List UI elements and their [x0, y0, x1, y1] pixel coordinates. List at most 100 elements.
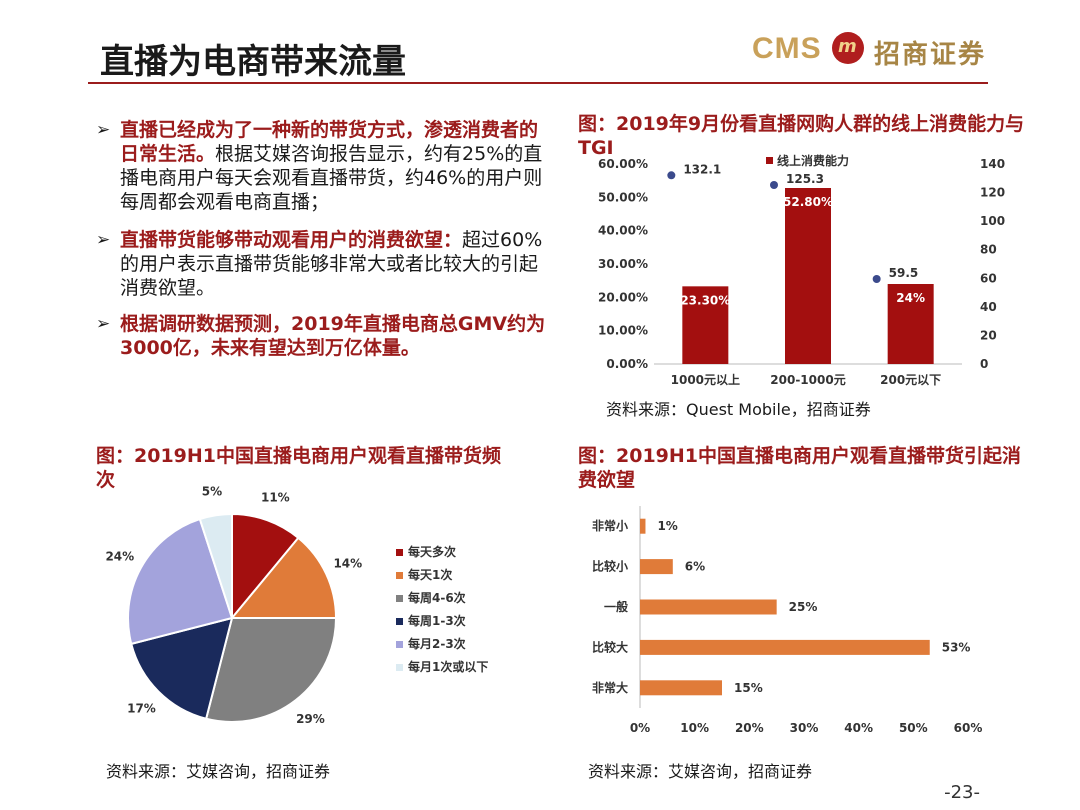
tgi-point — [667, 171, 676, 180]
y-tick-label: 0.00% — [606, 357, 648, 371]
y-tick-label: 非常大 — [592, 680, 628, 695]
bullet-highlight: 根据调研数据预测，2019年直播电商总GMV约为3000亿，未来有望达到万亿体量… — [120, 313, 546, 359]
x-tick-label: 50% — [899, 721, 928, 735]
tgi-value-label: 59.5 — [889, 266, 919, 280]
bar-value-label: 23.30% — [680, 293, 730, 307]
y2-tick-label: 60 — [980, 271, 997, 285]
pie-slice — [198, 512, 233, 619]
legend-swatch — [396, 664, 403, 671]
chart-title-desire: 图：2019H1中国直播电商用户观看直播带货引起消费欲望 — [578, 445, 1022, 491]
y-tick-label: 60.00% — [598, 157, 648, 171]
tgi-point — [770, 181, 778, 189]
legend-swatch — [396, 572, 403, 579]
y-tick-label: 10.00% — [598, 324, 648, 338]
bullet-highlight: 直播带货能够带动观看用户的消费欲望： — [120, 229, 463, 251]
bullet-highlight: 直播已经成为了一种新的带货方式，渗透消费者的日常生活。 — [120, 119, 539, 165]
bar-value-label: 1% — [657, 519, 677, 533]
y2-tick-label: 140 — [980, 157, 1005, 171]
bar — [640, 599, 777, 615]
tgi-value-label: 132.1 — [683, 162, 721, 176]
bullet-body: 根据艾媒咨询报告显示，约有25%的直播电商用户每天会观看直播带货，约46%的用户… — [120, 143, 543, 213]
bar — [887, 284, 934, 364]
logo-glyph: m — [838, 36, 857, 57]
legend-label: 每周1-3次 — [408, 613, 466, 628]
tgi-value-label: 125.3 — [786, 172, 824, 186]
bullet-item: ➢ 根据调研数据预测，2019年直播电商总GMV约为3000亿，未来有望达到万亿… — [96, 312, 556, 362]
source-note: 资料来源：艾媒咨询，招商证券 — [106, 762, 331, 781]
bullet-text: 根据调研数据预测，2019年直播电商总GMV约为3000亿，未来有望达到万亿体量… — [120, 312, 550, 360]
company-logo: CMS m 招商证券 — [752, 30, 992, 76]
x-tick-label: 40% — [844, 721, 873, 735]
bar — [640, 680, 722, 696]
source-note: 资料来源：Quest Mobile，招商证券 — [606, 400, 871, 419]
logo-emblem-icon — [832, 32, 864, 64]
y-tick-label: 比较小 — [592, 559, 628, 574]
logo-text-cn: 招商证券 — [874, 40, 987, 70]
y-tick-label: 比较大 — [592, 639, 628, 654]
legend-label: 每月1次或以下 — [408, 659, 488, 674]
bullet-text: 直播已经成为了一种新的带货方式，渗透消费者的日常生活。根据艾媒咨询报告显示，约有… — [120, 118, 550, 214]
bar-value-label: 6% — [685, 560, 705, 574]
bullet-item: ➢ 直播已经成为了一种新的带货方式，渗透消费者的日常生活。根据艾媒咨询报告显示，… — [96, 118, 556, 218]
bullet-body: 超过60%的用户表示直播带货能够非常大或者比较大的引起消费欲望。 — [120, 229, 543, 299]
legend-label: 每周4-6次 — [408, 590, 466, 605]
bar — [785, 188, 831, 364]
legend-label: 每天1次 — [408, 567, 452, 582]
bar-value-label: 15% — [734, 681, 763, 695]
chart-title-frequency: 图：2019H1中国直播电商用户观看直播带货频次 — [96, 445, 502, 491]
page-number: -23- — [944, 782, 980, 803]
y-tick-label: 30.00% — [598, 257, 648, 271]
y-tick-label: 非常小 — [592, 518, 628, 533]
slice-value-label: 11% — [261, 491, 290, 505]
y2-tick-label: 100 — [980, 214, 1005, 228]
bar-value-label: 52.80% — [783, 195, 833, 209]
y2-tick-label: 80 — [980, 243, 997, 257]
pie-slice — [229, 536, 338, 619]
y-tick-label: 20.00% — [598, 290, 648, 304]
bullet-text: 直播带货能够带动观看用户的消费欲望：超过60%的用户表示直播带货能够非常大或者比… — [120, 228, 550, 300]
legend-label: 每天多次 — [408, 544, 456, 559]
slide-title: 直播为电商带来流量 — [100, 42, 406, 82]
slice-value-label: 17% — [127, 702, 156, 716]
bar-value-label: 25% — [789, 600, 818, 614]
bar — [640, 559, 673, 575]
x-tick-label: 0% — [630, 721, 650, 735]
bar — [682, 286, 729, 364]
slice-value-label: 5% — [202, 485, 222, 499]
bullet-item: ➢ 直播带货能够带动观看用户的消费欲望：超过60%的用户表示直播带货能够非常大或… — [96, 228, 556, 302]
y2-tick-label: 120 — [980, 186, 1005, 200]
legend-swatch — [396, 549, 403, 556]
y2-tick-label: 40 — [980, 300, 997, 314]
consumption-tgi-chart: 0.00% 10.00% 20.00% 30.00% 40.00% 50.00% 60.00… — [598, 153, 1005, 387]
slice-value-label: 14% — [333, 557, 362, 571]
frequency-pie-chart: 11% 每天多次 14% 每天1次 29% 每周4-6次 17% 每周1-3次 24% 每月2-3… — [105, 485, 488, 727]
source-note: 资料来源：艾媒咨询，招商证券 — [588, 762, 813, 781]
y2-tick-label: 0 — [980, 357, 988, 371]
legend-swatch — [396, 641, 403, 648]
arrow-bullet-icon: ➢ — [96, 314, 111, 334]
pie-slice — [204, 617, 338, 723]
y-tick-label: 一般 — [604, 599, 628, 614]
x-tick-label: 1000元以上 — [671, 372, 740, 387]
arrow-bullet-icon: ➢ — [96, 230, 111, 250]
x-tick-label: 200元以下 — [880, 373, 941, 387]
legend-swatch — [396, 595, 403, 602]
legend-label: 每月2-3次 — [408, 636, 466, 651]
x-tick-label: 200-1000元 — [770, 373, 845, 387]
bar — [640, 639, 930, 655]
y-tick-label: 50.00% — [598, 190, 648, 204]
desire-bar-chart: 1% 非常小 6% 比较小 25% 一般 53% 比较大 15% 非常大 0% 10% 20% 30% 40… — [592, 506, 983, 735]
pie-slice — [231, 512, 300, 621]
x-tick-label: 30% — [790, 721, 819, 735]
legend-swatch — [396, 618, 403, 625]
legend-label: 线上消费能力 — [777, 153, 849, 168]
x-tick-label: 60% — [954, 721, 983, 735]
pie-slice — [127, 517, 234, 646]
y-tick-label: 40.00% — [598, 224, 648, 238]
pie-slice — [130, 616, 234, 720]
bar-value-label: 53% — [942, 640, 971, 654]
logo-text-en: CMS — [752, 32, 822, 65]
bar — [640, 518, 646, 534]
x-tick-label: 10% — [680, 721, 709, 735]
slice-value-label: 24% — [105, 549, 134, 563]
